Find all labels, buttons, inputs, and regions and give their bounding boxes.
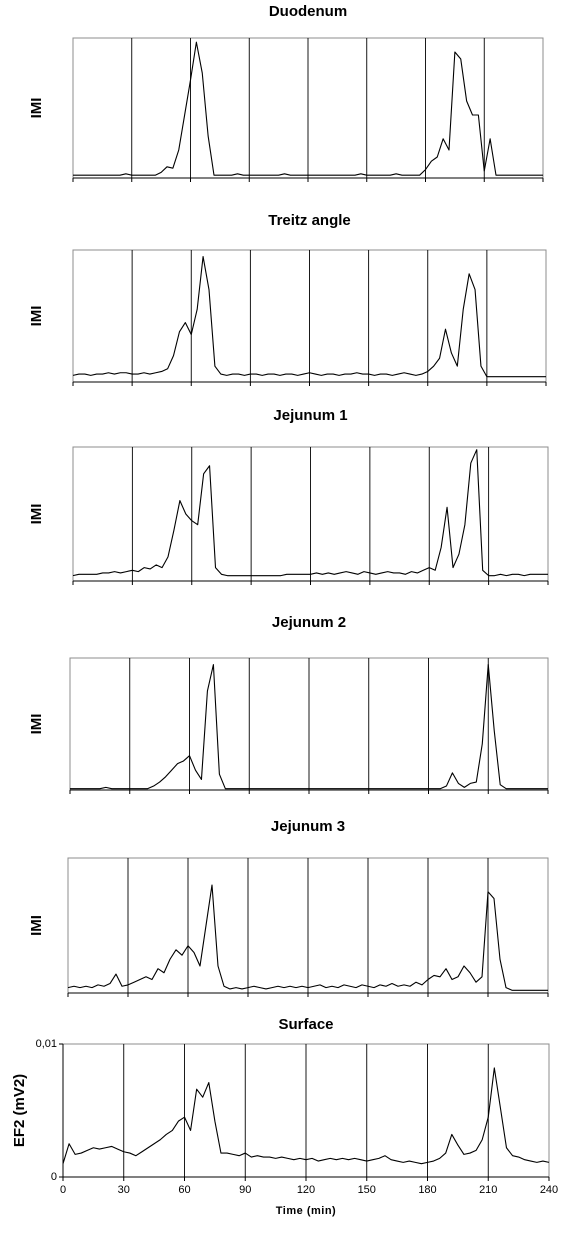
chart-title: Duodenum xyxy=(269,3,347,20)
chart-title: Jejunum 1 xyxy=(273,407,347,424)
x-tick-label: 210 xyxy=(479,1184,497,1196)
x-tick-label: 150 xyxy=(358,1184,376,1196)
chart-title: Treitz angle xyxy=(268,212,351,229)
y-tick-label: 0,01 xyxy=(36,1038,57,1050)
data-line xyxy=(72,256,546,378)
y-axis-label: IMI xyxy=(28,98,45,119)
y-axis-label: IMI xyxy=(28,915,45,936)
data-line xyxy=(62,1067,550,1165)
chart-title: Jejunum 3 xyxy=(271,818,345,835)
chart-title: Jejunum 2 xyxy=(272,614,346,631)
x-axis-label: Time (min) xyxy=(276,1205,336,1217)
y-axis-label: IMI xyxy=(28,714,45,735)
y-tick-label: 0 xyxy=(51,1171,57,1183)
data-line xyxy=(73,41,543,176)
x-tick-label: 240 xyxy=(540,1184,558,1196)
y-axis-label: IMI xyxy=(28,504,45,525)
chart-title: Surface xyxy=(278,1016,333,1033)
x-tick-label: 0 xyxy=(60,1184,66,1196)
x-tick-label: 30 xyxy=(118,1184,130,1196)
y-axis-label: EF2 (mV2) xyxy=(11,1074,28,1147)
x-tick-label: 60 xyxy=(178,1184,190,1196)
x-tick-label: 120 xyxy=(297,1184,315,1196)
data-line xyxy=(72,449,548,577)
data-line xyxy=(70,664,548,790)
x-tick-label: 180 xyxy=(418,1184,436,1196)
x-tick-label: 90 xyxy=(239,1184,251,1196)
data-line xyxy=(67,884,548,991)
y-axis-label: IMI xyxy=(28,306,45,327)
